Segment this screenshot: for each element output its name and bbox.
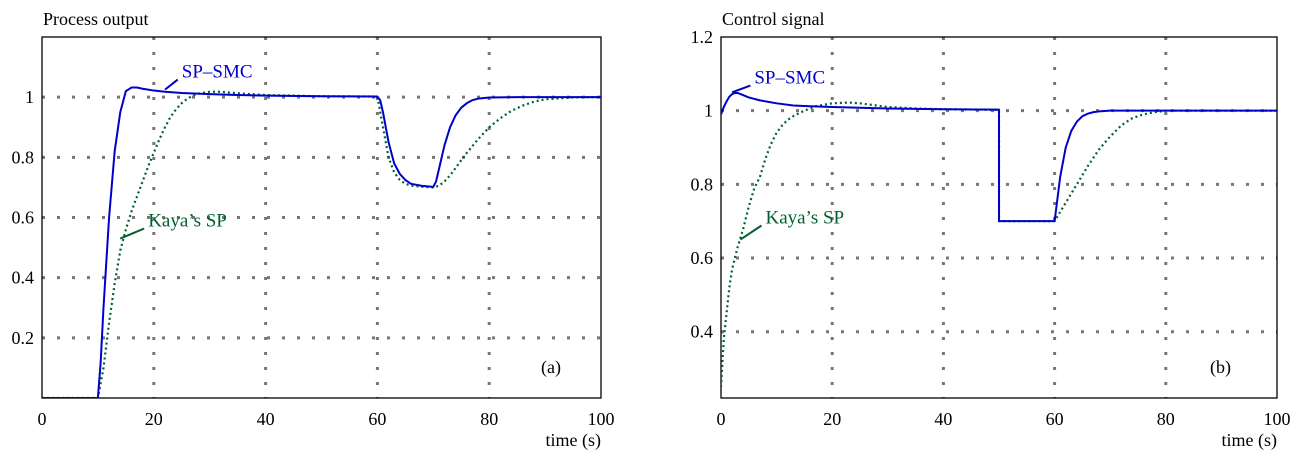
y-tick-label: 0.2	[12, 328, 35, 348]
plot-frame	[41, 36, 602, 399]
panel-process-output: Process output 0 20 40 60 80 100 0.2 0.4 0.6 0.8 1 t…	[12, 9, 615, 451]
x-tick-label: 100	[1264, 409, 1291, 429]
annotation-leader	[739, 224, 763, 241]
x-tick-label: 60	[368, 409, 386, 429]
y-tick-label: 1	[704, 101, 713, 121]
x-tick-label: 40	[934, 409, 952, 429]
y-tick-label: 1	[25, 87, 34, 107]
panel-control-signal: Control signal 0 20 40 60 80 100 0.4 0.6 0.8 1 1.2 t…	[691, 9, 1291, 451]
y-tick-label: 0.4	[12, 268, 35, 288]
x-tick-label: 100	[588, 409, 615, 429]
series-line-sp-smc	[721, 91, 1277, 223]
annotation-label: SP–SMC	[754, 68, 825, 89]
panel-label: (a)	[541, 357, 561, 378]
x-tick-label: 60	[1046, 409, 1064, 429]
x-axis-label: time (s)	[1222, 430, 1278, 451]
x-tick-label: 20	[823, 409, 841, 429]
x-tick-label: 40	[257, 409, 275, 429]
annotation-leader	[164, 78, 179, 91]
series-line-kaya-sp	[721, 101, 1277, 388]
y-tick-label: 0.8	[12, 147, 35, 167]
annotation-label: SP–SMC	[182, 62, 253, 83]
annotation-leader	[731, 84, 751, 94]
series-line-kaya-sp	[42, 90, 601, 398]
panel-label: (b)	[1210, 357, 1231, 378]
annotation-label: Kaya’s SP	[148, 211, 227, 232]
x-tick-label: 80	[1157, 409, 1175, 429]
plot-frame	[720, 36, 1278, 399]
annotation-leader	[119, 227, 145, 240]
chart-title: Control signal	[722, 9, 825, 29]
chart-title: Process output	[43, 9, 149, 29]
x-tick-label: 20	[145, 409, 163, 429]
y-tick-label: 0.6	[12, 208, 35, 228]
series-line-sp-smc	[42, 86, 601, 398]
annotation-label: Kaya’s SP	[765, 208, 844, 229]
x-axis-label: time (s)	[546, 430, 602, 451]
y-tick-label: 0.8	[691, 174, 714, 194]
y-tick-label: 0.4	[691, 322, 714, 342]
y-tick-label: 0.6	[691, 248, 714, 268]
x-tick-label: 80	[480, 409, 498, 429]
x-tick-label: 0	[717, 409, 726, 429]
y-tick-label: 1.2	[691, 27, 714, 47]
x-tick-label: 0	[38, 409, 47, 429]
